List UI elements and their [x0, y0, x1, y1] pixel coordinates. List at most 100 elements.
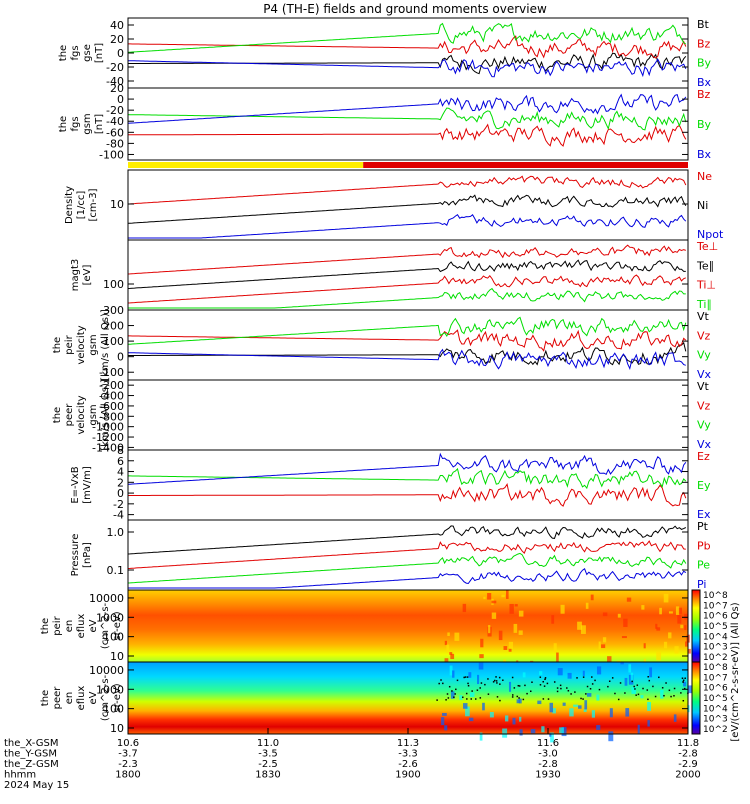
heatmap-speckle: [636, 684, 639, 686]
colorbar-label: 10^2: [703, 653, 728, 663]
heatmap-texture: [441, 717, 445, 726]
series-line-Vx: [128, 348, 686, 371]
legend-Ex: Ex: [697, 508, 711, 521]
heatmap-speckle: [518, 697, 520, 699]
y-tick-label: 6: [117, 455, 124, 468]
heatmap-texture: [680, 624, 684, 629]
heatmap-texture: [668, 632, 672, 639]
heatmap-speckle: [654, 695, 657, 698]
x-tick-label: 1830: [255, 770, 280, 781]
heatmap-speckle: [476, 689, 479, 691]
heatmap-speckle: [474, 698, 477, 700]
series-line-Te⊥: [127, 244, 686, 275]
heatmap-speckle: [665, 682, 667, 684]
heatmap-speckle: [589, 688, 592, 690]
y-tick-label: 10: [110, 722, 124, 735]
legend-Bt: Bt: [697, 18, 710, 31]
heatmap-speckle: [566, 687, 568, 689]
heatmap-texture: [505, 715, 509, 722]
heatmap-speckle: [582, 676, 585, 678]
y-tick-label: 40: [110, 19, 124, 32]
heatmap-texture: [441, 712, 447, 716]
heatmap-speckle: [544, 678, 546, 681]
heatmap-texture: [668, 611, 673, 614]
heatmap-speckle: [668, 689, 671, 692]
y-tick-label: 1.0: [107, 526, 125, 539]
legend-Pi: Pi: [697, 578, 706, 591]
heatmap-texture: [487, 593, 492, 600]
x-tick-label: 11.0: [257, 738, 279, 749]
series-line-Bx: [128, 58, 687, 78]
x-axis-row-label: hhmm: [4, 770, 36, 781]
heatmap-texture: [483, 596, 486, 600]
heatmap-speckle: [499, 699, 501, 702]
heatmap-texture: [641, 605, 645, 610]
heatmap-texture: [585, 602, 589, 609]
heatmap-speckle: [680, 692, 682, 694]
heatmap-texture: [501, 594, 505, 598]
heatmap-speckle: [479, 697, 482, 699]
heatmap-speckle: [614, 692, 616, 695]
panel-frame: [127, 17, 689, 89]
heatmap-texture: [449, 665, 453, 676]
colorbar-label: 10^8: [703, 663, 728, 673]
y-tick-label: 8: [117, 444, 124, 457]
panel-frame: [127, 87, 689, 161]
heatmap-speckle: [624, 692, 626, 694]
heatmap-speckle: [499, 683, 501, 685]
y-tick-label: -20: [106, 61, 124, 74]
y-tick-label: 10000: [89, 664, 124, 677]
colorbar-label: 10^7: [703, 601, 728, 611]
series-line-By: [127, 107, 687, 131]
heatmap-texture: [553, 643, 557, 653]
panel-frame: [127, 449, 689, 521]
heatmap-speckle: [513, 687, 516, 689]
heatmap-texture: [591, 710, 596, 718]
x-tick-label: 1800: [115, 770, 140, 781]
heatmap-texture: [444, 658, 449, 664]
y-axis-label: en: [64, 692, 75, 705]
heatmap-texture: [647, 701, 652, 711]
heatmap-texture: [503, 646, 508, 650]
heatmap-texture: [512, 717, 516, 725]
series-line-Npot: [128, 213, 687, 239]
heatmap-speckle: [455, 688, 457, 691]
heatmap-speckle: [526, 692, 528, 695]
y-axis-label: velocity: [76, 325, 87, 364]
heatmap-texture: [508, 681, 512, 692]
heatmap-texture: [643, 643, 646, 649]
y-axis-label: [km/s (All Qs)]: [100, 309, 111, 381]
heatmap-texture: [479, 732, 483, 741]
heatmap-speckle: [496, 682, 498, 684]
colorbar-label: 10^4: [703, 632, 728, 642]
y-axis-label: [nT]: [94, 43, 105, 63]
heatmap-speckle: [652, 685, 654, 688]
heatmap-texture: [468, 672, 472, 678]
series-line-Ey: [128, 467, 687, 490]
heatmap-texture: [640, 695, 644, 699]
y-axis-label: (cm^2-s-: [100, 602, 111, 649]
series-line-Pi: [128, 568, 687, 589]
heatmap-texture: [582, 670, 585, 677]
colorbar-label: 10^4: [703, 704, 728, 714]
heatmap-speckle: [436, 699, 438, 701]
legend-Vt: Vt: [697, 310, 710, 323]
heatmap-texture: [516, 699, 520, 704]
y-tick-label: 200: [103, 320, 124, 333]
y-axis-label: sr-eV): [112, 683, 123, 712]
heatmap-texture: [607, 656, 612, 664]
panel-frame: [127, 379, 689, 451]
x-tick-label: -2.8: [538, 759, 558, 770]
heatmap-texture: [623, 618, 628, 627]
heatmap-texture: [537, 700, 542, 705]
legend-Te∥: Te∥: [696, 259, 714, 272]
heatmap-texture: [454, 632, 460, 641]
heatmap-texture: [596, 666, 602, 675]
series-line-Vz: [128, 329, 687, 352]
heatmap-speckle: [670, 695, 672, 698]
heatmap-texture: [519, 729, 523, 736]
heatmap-speckle: [617, 698, 620, 701]
x-tick-label: 1900: [395, 770, 420, 781]
y-tick-label: -60: [106, 126, 124, 139]
panel-fgs_gsm: Bz By Bx 200-20-40-60-80-100 the fgs gsm [nT]: [58, 82, 712, 161]
